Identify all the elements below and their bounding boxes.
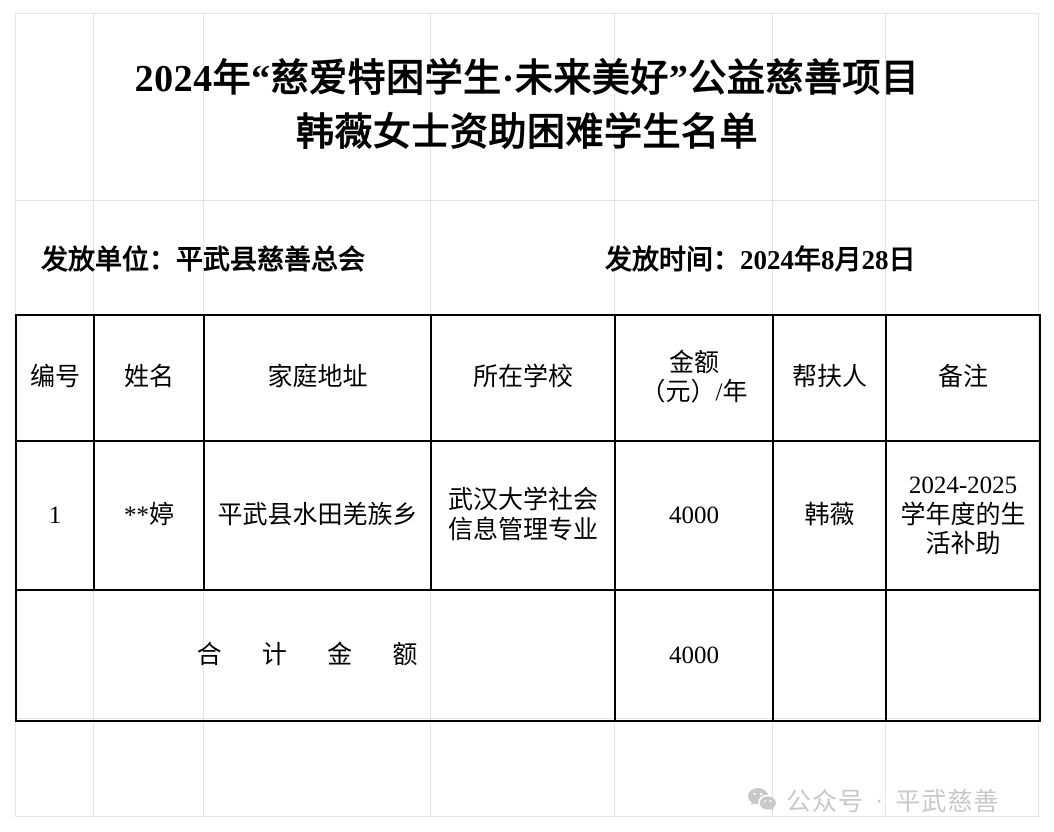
column-header-amount: 金额 （元）/年 — [614, 314, 774, 442]
cell-remark-line2: 学年度的生 — [900, 501, 1026, 529]
cell-address: 平武县水田羌族乡 — [203, 440, 432, 591]
cell-school-line2: 信息管理专业 — [447, 516, 598, 544]
watermark-separator: · — [875, 785, 885, 814]
wechat-watermark: 公众号 · 平武慈善 — [747, 782, 999, 818]
total-remark — [885, 589, 1041, 722]
table-header-row: 编号 姓名 家庭地址 所在学校 金额 （元）/年 帮扶人 备注 — [15, 314, 1041, 442]
total-helper — [772, 589, 887, 722]
column-header-amount-line1: 金额 — [668, 349, 719, 377]
table-row: 1 **婷 平武县水田羌族乡 武汉大学社会 信息管理专业 4000 韩薇 202… — [15, 440, 1041, 591]
cell-name: **婷 — [93, 440, 205, 591]
cell-no: 1 — [15, 440, 95, 591]
column-header-helper: 帮扶人 — [772, 314, 887, 442]
cell-helper: 韩薇 — [772, 440, 887, 591]
title-line-1: 2024年“慈爱特困学生·未来美好”公益慈善项目 — [134, 57, 920, 100]
wechat-icon — [747, 787, 777, 813]
total-label: 合 计 金 额 — [15, 589, 616, 722]
watermark-prefix: 公众号 — [786, 788, 865, 816]
cell-remark-line3: 活补助 — [925, 531, 1001, 559]
page-title: 2024年“慈爱特困学生·未来美好”公益慈善项目 韩薇女士资助困难学生名单 — [15, 13, 1039, 200]
column-header-remark: 备注 — [885, 314, 1041, 442]
column-header-name: 姓名 — [93, 314, 205, 442]
document-body: 2024年“慈爱特困学生·未来美好”公益慈善项目 韩薇女士资助困难学生名单 发放… — [15, 13, 1041, 722]
cell-remark-line1: 2024-2025 — [908, 472, 1018, 500]
cell-school-line1: 武汉大学社会 — [447, 487, 598, 514]
column-header-school: 所在学校 — [430, 314, 616, 442]
issuing-date-label: 发放时间：2024年8月28日 — [605, 244, 916, 275]
issuing-unit-label: 发放单位：平武县慈善总会 — [41, 244, 365, 275]
column-header-amount-line2: （元）/年 — [640, 379, 748, 406]
column-header-address: 家庭地址 — [203, 314, 432, 442]
title-line-2: 韩薇女士资助困难学生名单 — [295, 111, 758, 154]
student-list-table: 编号 姓名 家庭地址 所在学校 金额 （元）/年 帮扶人 备注 1 **婷 平武… — [15, 314, 1041, 722]
watermark-account: 平武慈善 — [895, 788, 1000, 816]
document-meta: 发放单位：平武县慈善总会 发放时间：2024年8月28日 — [15, 200, 1039, 314]
column-header-no: 编号 — [15, 314, 95, 442]
cell-school: 武汉大学社会 信息管理专业 — [430, 440, 616, 591]
cell-amount: 4000 — [614, 440, 774, 591]
total-amount: 4000 — [614, 589, 774, 722]
cell-remark: 2024-2025 学年度的生 活补助 — [885, 440, 1041, 591]
table-total-row: 合 计 金 额 4000 — [15, 589, 1041, 722]
